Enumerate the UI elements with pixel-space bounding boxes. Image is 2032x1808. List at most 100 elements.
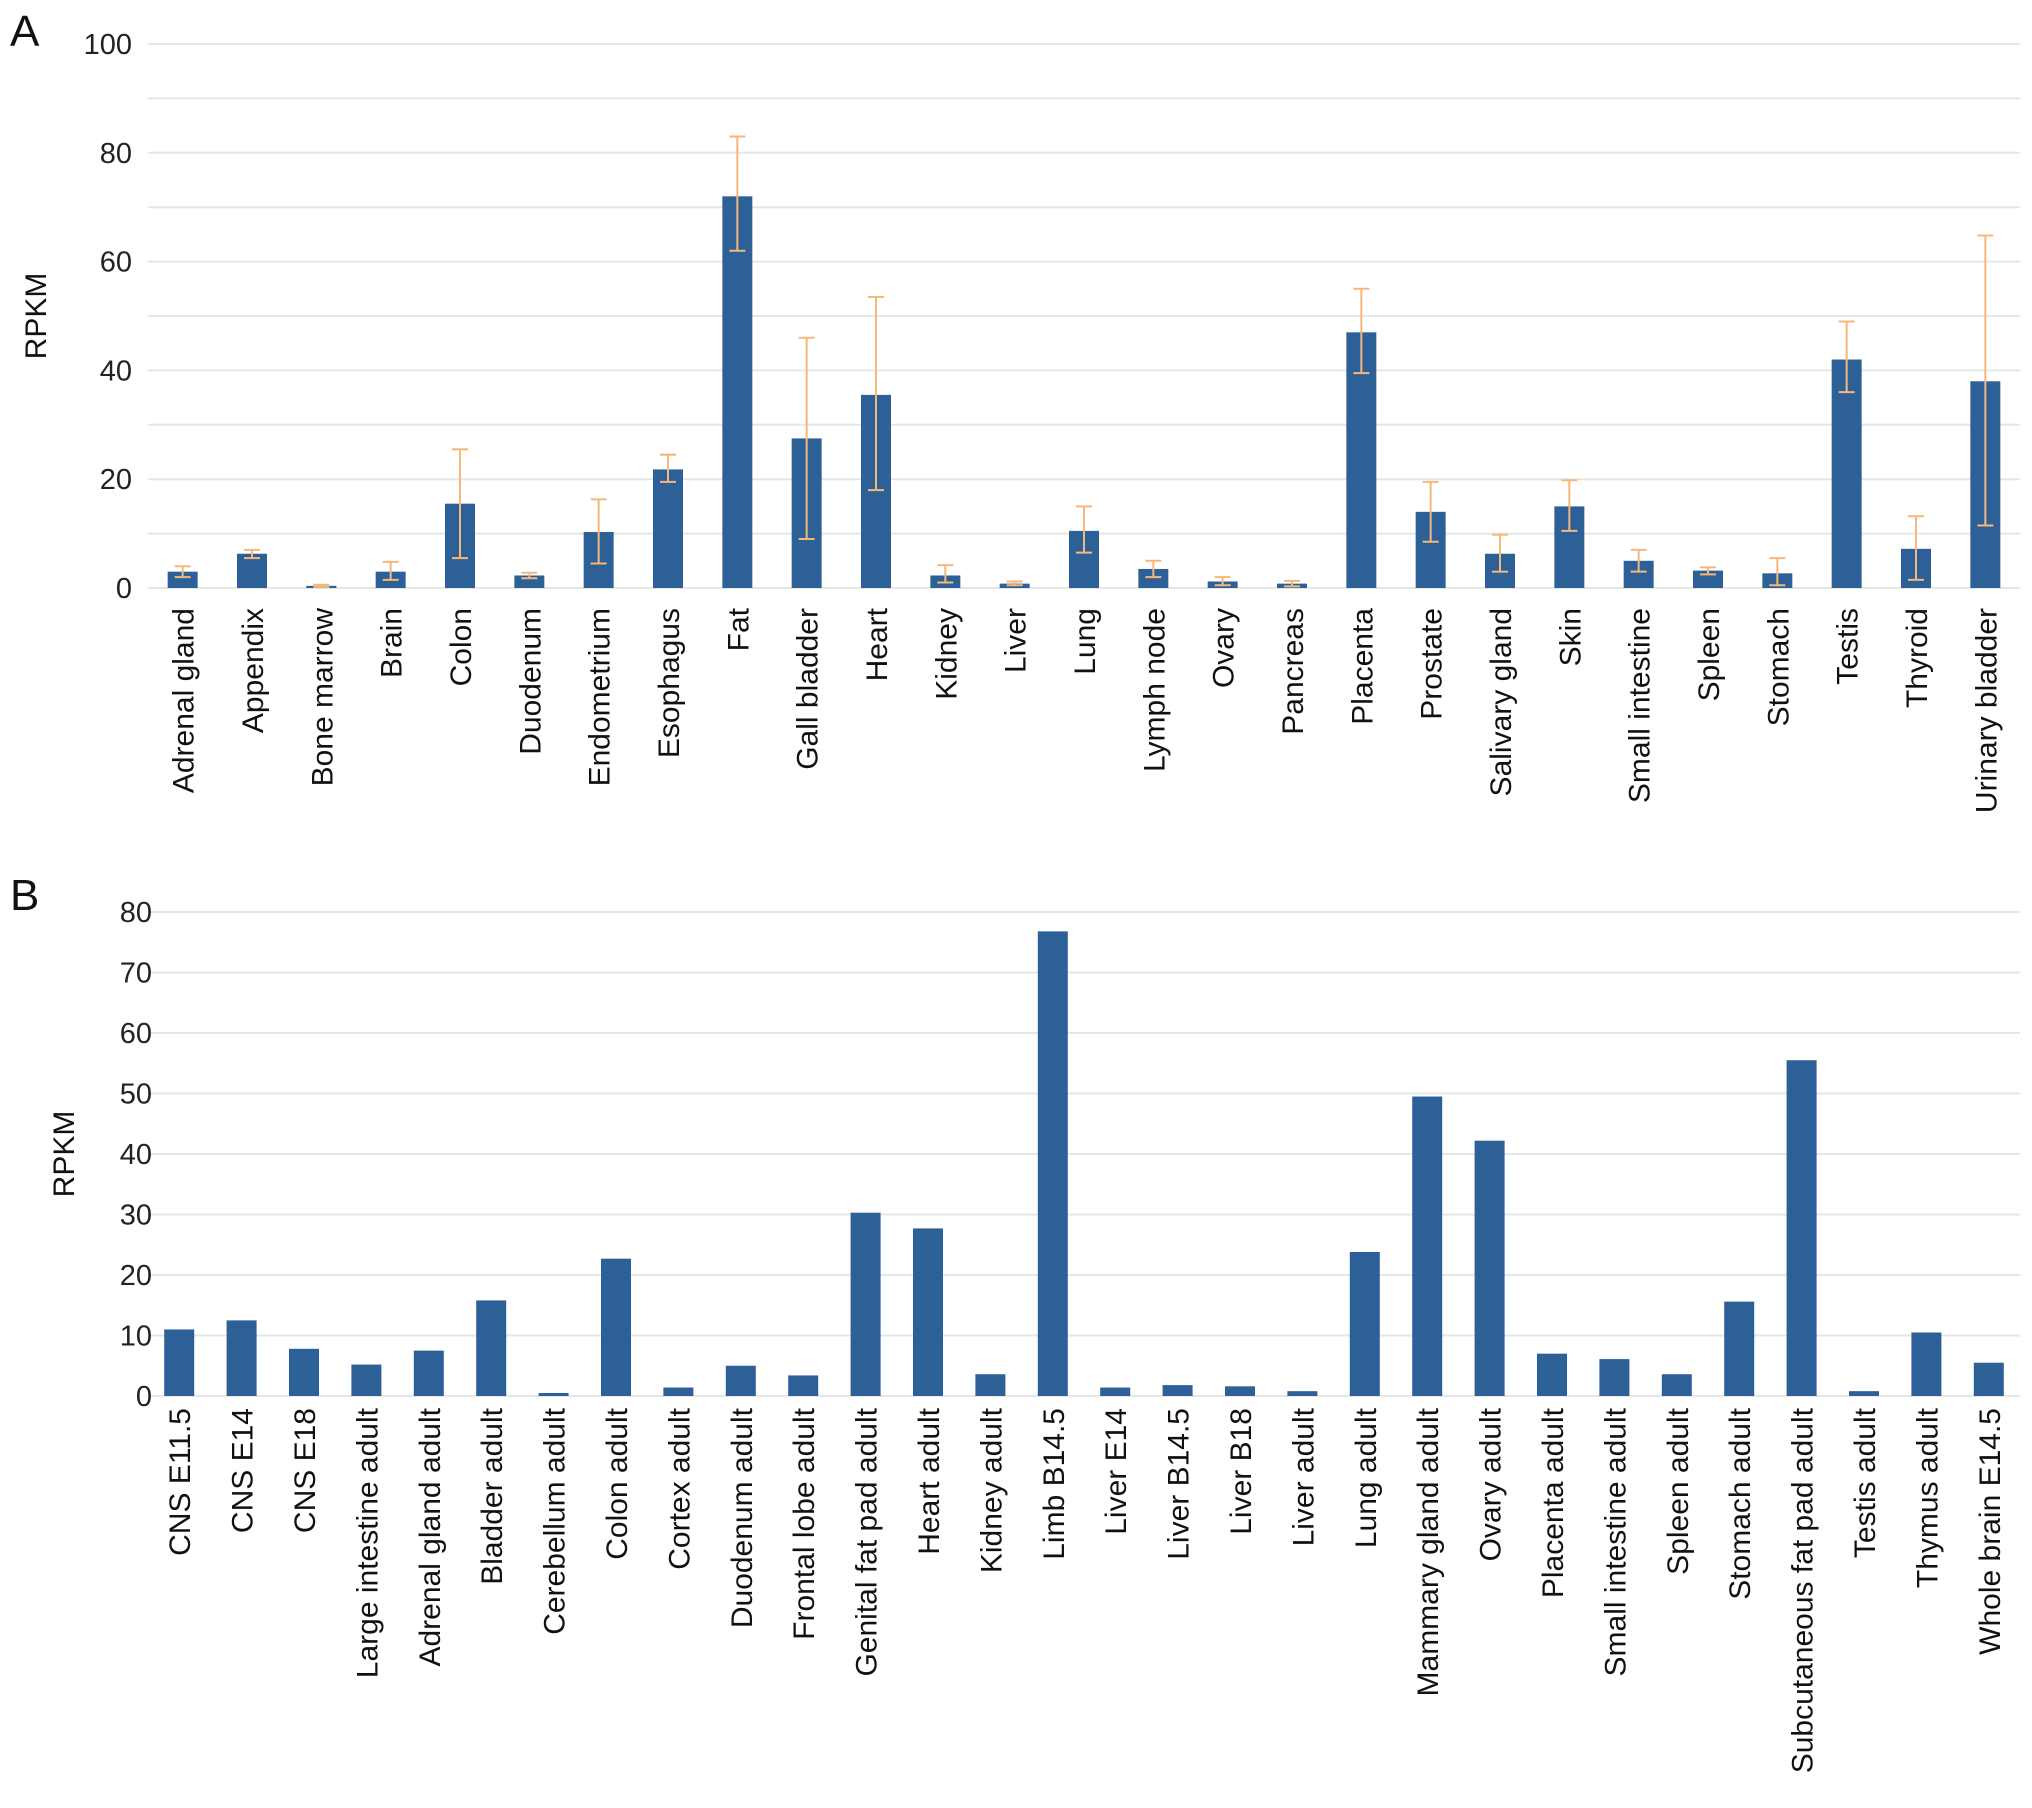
chart-b-bar-mammary-gland-adult [1412, 1096, 1443, 1396]
chart-b-x-tick-label: Genital fat pad adult [851, 1407, 884, 1676]
chart-a-x-tick-label: Liver [1000, 608, 1033, 673]
chart-b-bar-whole-brain-e14-5 [1973, 1362, 2004, 1396]
chart-a-x-tick-label: Salivary gland [1485, 608, 1518, 796]
chart-b-y-tick-label: 80 [120, 897, 152, 929]
chart-a-x-tick-label: Stomach [1762, 608, 1795, 726]
chart-b-x-tick-label: Cortex adult [663, 1407, 696, 1569]
chart-b-y-tick-label: 0 [136, 1381, 152, 1413]
chart-a-x-tick-label: Pancreas [1277, 608, 1310, 735]
chart-b-bar-liver-adult [1287, 1391, 1318, 1396]
chart-b-x-tick-label: Small intestine adult [1599, 1407, 1632, 1676]
chart-b-bar-lung-adult [1349, 1252, 1380, 1396]
chart-a: 0 20 40 60 80 100 RPKM Adrenal gland Appendix B… [20, 29, 2020, 813]
chart-a-x-tick-label: Gall bladder [792, 608, 825, 770]
chart-a-bar-esophagus [653, 469, 683, 588]
chart-a-x-tick-label: Small intestine [1624, 608, 1657, 803]
chart-a-bar-adrenal-gland [167, 571, 198, 588]
chart-a-y-tick-label: 60 [100, 247, 132, 279]
chart-a-x-tick-label: Spleen [1693, 608, 1726, 701]
chart-a-x-tick-label: Placenta [1346, 608, 1379, 725]
chart-b-bar-spleen-adult [1661, 1374, 1692, 1396]
chart-b-y-tick-label: 30 [120, 1200, 152, 1232]
chart-a-y-tick-label: 100 [84, 29, 132, 61]
chart-b-x-tick-label: Mammary gland adult [1412, 1407, 1445, 1696]
chart-b-grid [148, 911, 2020, 1397]
chart-a-x-tick-label: Esophagus [653, 608, 686, 758]
chart-a-x-tick-label: Skin [1554, 608, 1587, 666]
chart-b-bar-frontal-lobe-adult [788, 1375, 819, 1396]
chart-a-x-tick-label: Prostate [1416, 608, 1449, 720]
chart-b-y-tick-label: 40 [120, 1139, 152, 1171]
chart-b-bar-cns-e14 [226, 1320, 257, 1396]
chart-b-bar-genital-fat-pad-adult [850, 1212, 881, 1396]
chart-b-bar-thymus-adult [1911, 1332, 1942, 1396]
chart-b-bar-adrenal-gland-adult [413, 1350, 444, 1396]
chart-a-x-tick-label: Kidney [930, 608, 963, 700]
chart-b-bar-cerebellum-adult [538, 1392, 569, 1396]
chart-b-bar-cortex-adult [663, 1387, 694, 1396]
chart-b-x-axis: CNS E11.5 CNS E14 CNS E18 Large intestine a… [164, 1407, 2007, 1773]
chart-b-x-tick-label: Duodenum adult [726, 1407, 759, 1628]
chart-b-bar-heart-adult [913, 1228, 943, 1396]
chart-a-bar-placenta [1346, 332, 1377, 588]
chart-b-bars [164, 931, 2004, 1396]
chart-a-x-tick-label: Heart [861, 607, 894, 681]
chart-b-y-tick-label: 60 [120, 1018, 152, 1050]
chart-b-bar-placenta-adult [1537, 1353, 1567, 1396]
chart-a-x-tick-label: Lymph node [1138, 608, 1171, 772]
chart-b-bar-stomach-adult [1724, 1301, 1755, 1396]
chart-b-x-tick-label: Large intestine adult [351, 1407, 384, 1678]
chart-b-bar-testis-adult [1849, 1391, 1879, 1396]
chart-b-x-tick-label: Stomach adult [1724, 1407, 1757, 1599]
chart-a-bar-lymph-node [1138, 568, 1169, 588]
chart-b-x-tick-label: Adrenal gland adult [414, 1407, 447, 1666]
chart-b-x-tick-label: Lung adult [1350, 1407, 1383, 1548]
chart-a-x-tick-label: Endometrium [584, 608, 617, 786]
chart-b-x-tick-label: Limb B14.5 [1038, 1408, 1071, 1560]
chart-b-x-tick-label: CNS E18 [289, 1408, 322, 1533]
panel-label-a: A [10, 7, 40, 56]
chart-a-y-tick-label: 0 [116, 573, 132, 605]
chart-b-y-tick-label: 20 [120, 1260, 152, 1292]
chart-b-bar-large-intestine-adult [351, 1364, 382, 1396]
chart-a-x-tick-label: Brain [376, 608, 409, 678]
chart-b-bar-small-intestine-adult [1599, 1359, 1630, 1396]
chart-b-y-tick-label: 70 [120, 958, 152, 990]
chart-b-bar-liver-e14 [1100, 1387, 1131, 1396]
chart-b-x-tick-label: Frontal lobe adult [788, 1407, 821, 1639]
chart-a-x-tick-label: Thyroid [1901, 608, 1934, 708]
chart-b-x-tick-label: CNS E14 [227, 1408, 260, 1533]
chart-b-x-tick-label: CNS E11.5 [164, 1408, 197, 1556]
chart-b-x-tick-label: Heart adult [913, 1407, 946, 1554]
chart-b-y-axis-label: RPKM [48, 1111, 81, 1198]
chart-a-x-axis: Adrenal gland Appendix Bone marrow Brain Col… [168, 607, 2004, 813]
chart-a-y-tick-label: 20 [100, 464, 132, 496]
chart-a-x-tick-label: Ovary [1208, 608, 1241, 688]
chart-b-bar-subcutaneous-fat-pad-adult [1786, 1060, 1817, 1396]
chart-b-x-tick-label: Kidney adult [975, 1407, 1008, 1573]
chart-b-bar-liver-b14-5 [1162, 1385, 1193, 1396]
chart-a-y-tick-label: 80 [100, 138, 132, 170]
chart-a-x-tick-label: Lung [1069, 608, 1102, 675]
chart-b-bar-duodenum-adult [725, 1365, 756, 1396]
chart-b-y-tick-label: 10 [120, 1321, 152, 1353]
chart-b-x-tick-label: Liver E14 [1100, 1408, 1133, 1535]
chart-a-y-axis: 0 20 40 60 80 100 [84, 29, 132, 605]
chart-b-bar-ovary-adult [1474, 1140, 1505, 1396]
chart-a-x-tick-label: Adrenal gland [168, 608, 201, 793]
chart-a-bar-appendix [237, 553, 267, 588]
chart-b-x-tick-label: Whole brain E14.5 [1974, 1408, 2007, 1655]
chart-a-y-tick-label: 40 [100, 355, 132, 387]
chart-b-bar-colon-adult [601, 1258, 631, 1396]
chart-b-bar-cns-e18 [289, 1348, 319, 1396]
chart-a-y-axis-label: RPKM [20, 273, 53, 360]
chart-a-x-tick-label: Duodenum [514, 608, 547, 755]
chart-b-x-tick-label: Testis adult [1849, 1407, 1882, 1558]
chart-a-x-tick-label: Colon [445, 608, 478, 686]
chart-b-bar-limb-b14-5 [1037, 931, 1068, 1396]
chart-b-bar-liver-b18 [1225, 1386, 1255, 1396]
chart-b-x-tick-label: Subcutaneous fat pad adult [1787, 1407, 1820, 1773]
chart-a-bar-fat [722, 196, 753, 588]
